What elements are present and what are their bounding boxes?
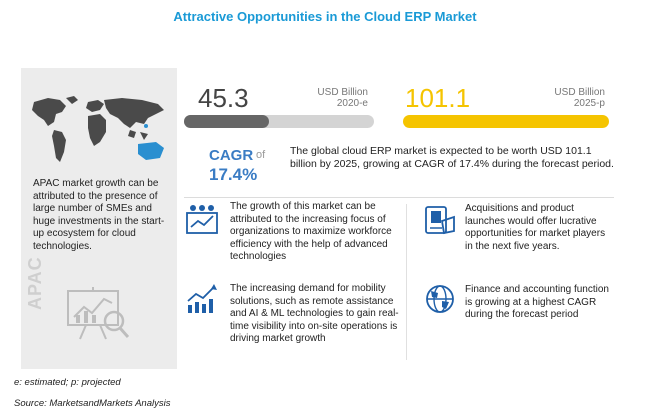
market-bar-2025 [403,115,609,128]
market-bar-2020 [184,115,269,128]
year-label-2020: 2020-e [336,98,368,109]
infographic-title: Attractive Opportunities in the Cloud ER… [173,9,477,24]
analytics-presentation-icon [67,287,130,340]
unit-label-2020: USD Billion [317,87,368,98]
market-unit-2020: USD Billion 2020-e [298,87,368,109]
cagr-value: 17.4% [209,165,258,184]
unit-label-2025: USD Billion [554,87,605,98]
insight-finance-text: Finance and accounting function is growi… [465,284,609,320]
world-map-icon [32,96,164,162]
acquisition-icon [425,206,455,235]
cagr-of: of [256,149,266,161]
growth-chart-icon [187,284,217,313]
footnote-source: Source: MarketsandMarkets Analysis [14,398,171,409]
footnote-legend: e: estimated; p: projected [14,377,121,388]
apac-vertical-label: APAC [25,256,45,310]
workforce-icon [186,205,218,234]
market-unit-2025: USD Billion 2025-p [525,87,605,109]
globe-dollar-icon [426,285,454,313]
insight-acquisition-text: Acquisitions and product launches would … [465,203,606,252]
column-divider [406,204,407,360]
market-value-2025: 101.1 [405,83,471,113]
cagr-label: CAGR [209,147,254,164]
market-value-2020: 45.3 [198,83,249,113]
insight-workforce-text: The growth of this market can be attribu… [230,201,392,262]
insight-mobility-text: The increasing demand for mobility solut… [230,283,399,344]
apac-growth-text: APAC market growth can be attributed to … [33,178,165,252]
cagr-description: The global cloud ERP market is expected … [290,145,614,170]
year-label-2025: 2025-p [573,98,605,109]
section-divider [184,197,614,198]
